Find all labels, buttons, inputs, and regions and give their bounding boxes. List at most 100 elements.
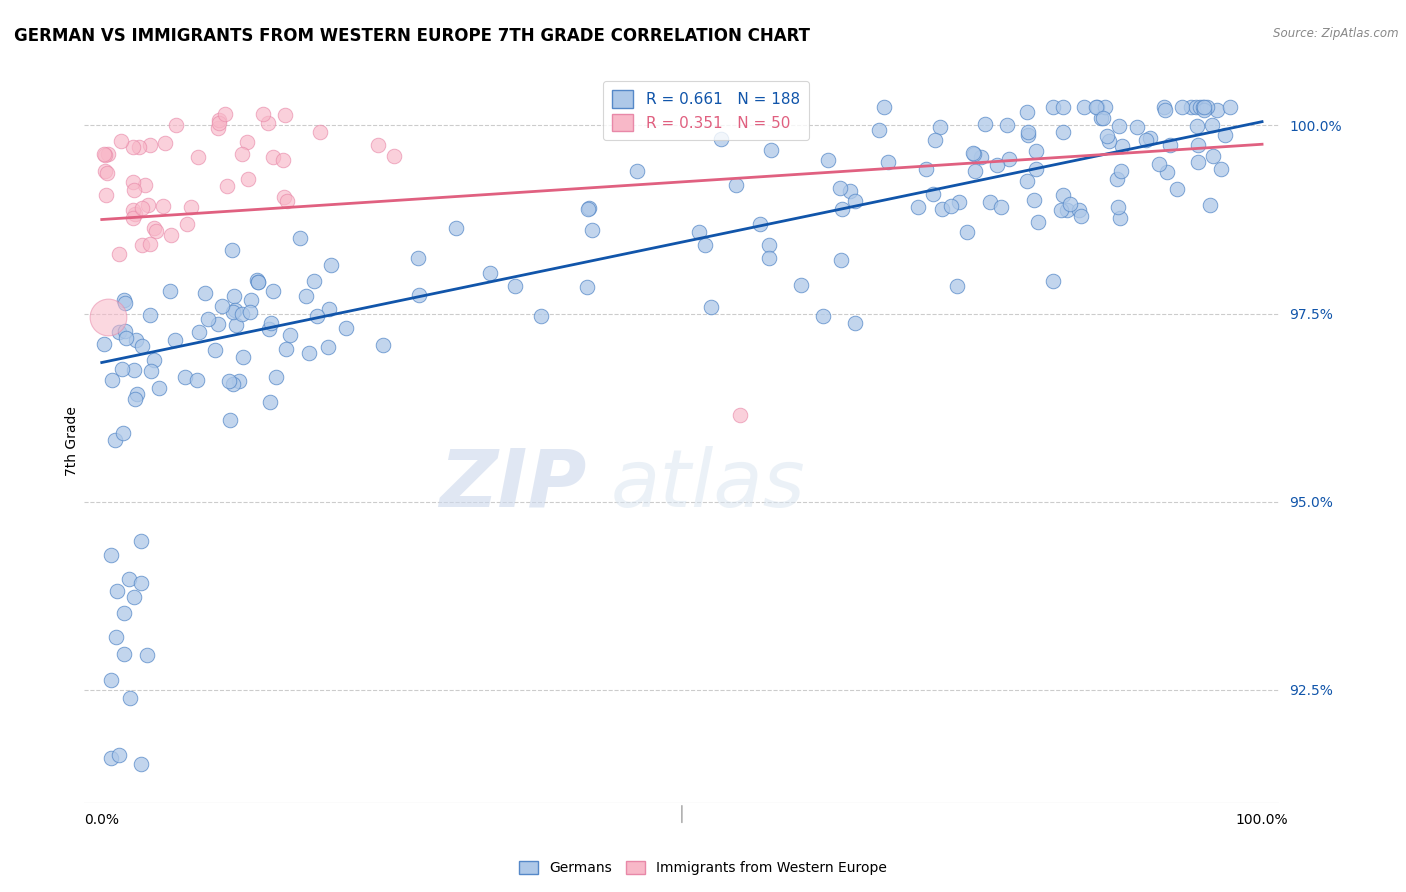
- Point: [688, 225, 710, 239]
- Point: [1017, 125, 1039, 139]
- Point: [578, 201, 600, 215]
- Point: [96, 166, 118, 180]
- Point: [136, 648, 159, 662]
- Point: [576, 202, 599, 216]
- Point: [1084, 100, 1107, 114]
- Point: [247, 275, 270, 289]
- Point: [700, 300, 723, 314]
- Point: [530, 309, 553, 323]
- Point: [240, 293, 263, 307]
- Point: [406, 251, 429, 265]
- Point: [1166, 182, 1188, 196]
- Point: [187, 150, 209, 164]
- Point: [208, 113, 231, 128]
- Point: [728, 408, 751, 422]
- Point: [231, 146, 253, 161]
- Point: [121, 211, 143, 226]
- Point: [408, 287, 430, 301]
- Point: [122, 203, 145, 218]
- Point: [94, 188, 117, 202]
- Point: [581, 223, 603, 237]
- Point: [1052, 126, 1074, 140]
- Point: [139, 364, 162, 378]
- Point: [231, 307, 253, 321]
- Point: [1180, 100, 1202, 114]
- Point: [108, 325, 131, 339]
- Point: [1094, 100, 1116, 114]
- Point: [724, 178, 747, 193]
- Point: [921, 186, 943, 201]
- Point: [222, 305, 245, 319]
- Point: [1126, 120, 1149, 135]
- Point: [1205, 103, 1227, 118]
- Point: [110, 362, 132, 376]
- Point: [305, 309, 328, 323]
- Point: [131, 339, 153, 353]
- Point: [1159, 138, 1181, 153]
- Point: [174, 370, 197, 384]
- Point: [924, 133, 946, 147]
- Point: [222, 376, 245, 391]
- Point: [907, 200, 929, 214]
- Point: [159, 285, 181, 299]
- Point: [1025, 161, 1047, 176]
- Point: [945, 279, 967, 293]
- Point: [143, 221, 166, 235]
- Point: [298, 346, 321, 360]
- Point: [139, 236, 162, 251]
- Point: [114, 296, 136, 310]
- Point: [1170, 100, 1192, 114]
- Point: [112, 647, 135, 661]
- Point: [100, 673, 122, 687]
- Point: [790, 277, 813, 292]
- Point: [271, 153, 294, 168]
- Point: [844, 194, 866, 208]
- Point: [262, 285, 284, 299]
- Point: [131, 237, 153, 252]
- Point: [252, 107, 274, 121]
- Point: [97, 147, 120, 161]
- Point: [110, 134, 132, 148]
- Point: [1108, 120, 1130, 134]
- Point: [259, 394, 281, 409]
- Point: [122, 590, 145, 604]
- Point: [225, 318, 247, 332]
- Point: [986, 158, 1008, 172]
- Point: [100, 549, 122, 563]
- Point: [165, 333, 187, 347]
- Point: [148, 381, 170, 395]
- Point: [129, 534, 152, 549]
- Point: [180, 200, 202, 214]
- Point: [995, 118, 1018, 132]
- Text: GERMAN VS IMMIGRANTS FROM WESTERN EUROPE 7TH GRADE CORRELATION CHART: GERMAN VS IMMIGRANTS FROM WESTERN EUROPE…: [14, 27, 810, 45]
- Legend: R = 0.661   N = 188, R = 0.351   N = 50: R = 0.661 N = 188, R = 0.351 N = 50: [603, 80, 808, 140]
- Point: [1090, 111, 1112, 125]
- Point: [931, 202, 953, 217]
- Point: [160, 228, 183, 243]
- Point: [288, 231, 311, 245]
- Point: [1017, 128, 1039, 142]
- Point: [122, 140, 145, 154]
- Point: [962, 146, 984, 161]
- Point: [1107, 200, 1129, 214]
- Point: [997, 153, 1019, 167]
- Point: [973, 117, 995, 131]
- Point: [112, 293, 135, 308]
- Point: [124, 207, 146, 221]
- Point: [211, 299, 233, 313]
- Point: [247, 275, 270, 289]
- Point: [142, 352, 165, 367]
- Point: [1139, 131, 1161, 145]
- Point: [1199, 198, 1222, 212]
- Point: [838, 184, 860, 198]
- Point: [1070, 209, 1092, 223]
- Point: [120, 690, 142, 705]
- Point: [693, 238, 716, 252]
- Point: [262, 150, 284, 164]
- Point: [152, 198, 174, 212]
- Point: [1194, 103, 1216, 117]
- Point: [176, 217, 198, 231]
- Point: [1201, 119, 1223, 133]
- Point: [218, 413, 240, 427]
- Point: [817, 153, 839, 167]
